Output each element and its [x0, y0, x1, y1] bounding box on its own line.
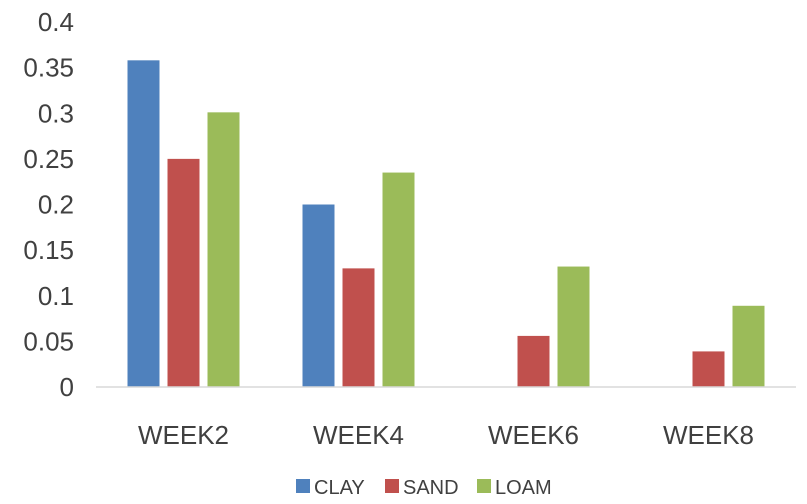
legend: CLAY SAND LOAM	[296, 477, 552, 499]
y-tick-label: 0.35	[23, 53, 74, 83]
y-tick-label: 0	[60, 372, 74, 402]
bar-group	[127, 60, 765, 388]
bar-sand-week4	[342, 268, 375, 387]
legend-label: SAND	[403, 477, 459, 499]
bar-loam-week4	[382, 172, 415, 387]
bar-clay-week4	[302, 204, 335, 387]
y-tick-label: 0.25	[23, 144, 74, 174]
legend-swatch	[296, 479, 310, 493]
y-tick-label: 0.3	[38, 98, 74, 128]
x-axis-labels: WEEK2 WEEK4 WEEK6 WEEK8	[138, 420, 754, 450]
bar-sand-week6	[517, 335, 550, 387]
bar-loam-week6	[557, 266, 590, 387]
x-tick-label: WEEK4	[313, 420, 404, 450]
bar-loam-week8	[732, 305, 765, 387]
legend-swatch	[477, 479, 491, 493]
y-tick-label: 0.2	[38, 190, 74, 220]
y-tick-label: 0.05	[23, 326, 74, 356]
bar-clay-week2	[127, 60, 160, 387]
x-tick-label: WEEK8	[663, 420, 754, 450]
y-tick-label: 0.1	[38, 281, 74, 311]
legend-label: LOAM	[495, 477, 552, 499]
bar-loam-week2	[207, 112, 240, 388]
legend-swatch	[385, 479, 399, 493]
bar-sand-week2	[167, 158, 200, 387]
y-tick-label: 0.4	[38, 7, 74, 37]
x-tick-label: WEEK6	[488, 420, 579, 450]
legend-item-clay: CLAY	[296, 477, 365, 499]
legend-item-loam: LOAM	[477, 477, 552, 499]
x-tick-label: WEEK2	[138, 420, 229, 450]
y-tick-label: 0.15	[23, 235, 74, 265]
legend-item-sand: SAND	[385, 477, 459, 499]
legend-label: CLAY	[314, 477, 365, 499]
y-axis-ticks: 0 0.05 0.1 0.15 0.2 0.25 0.3 0.35 0.4	[23, 7, 74, 402]
bar-sand-week8	[692, 351, 725, 387]
